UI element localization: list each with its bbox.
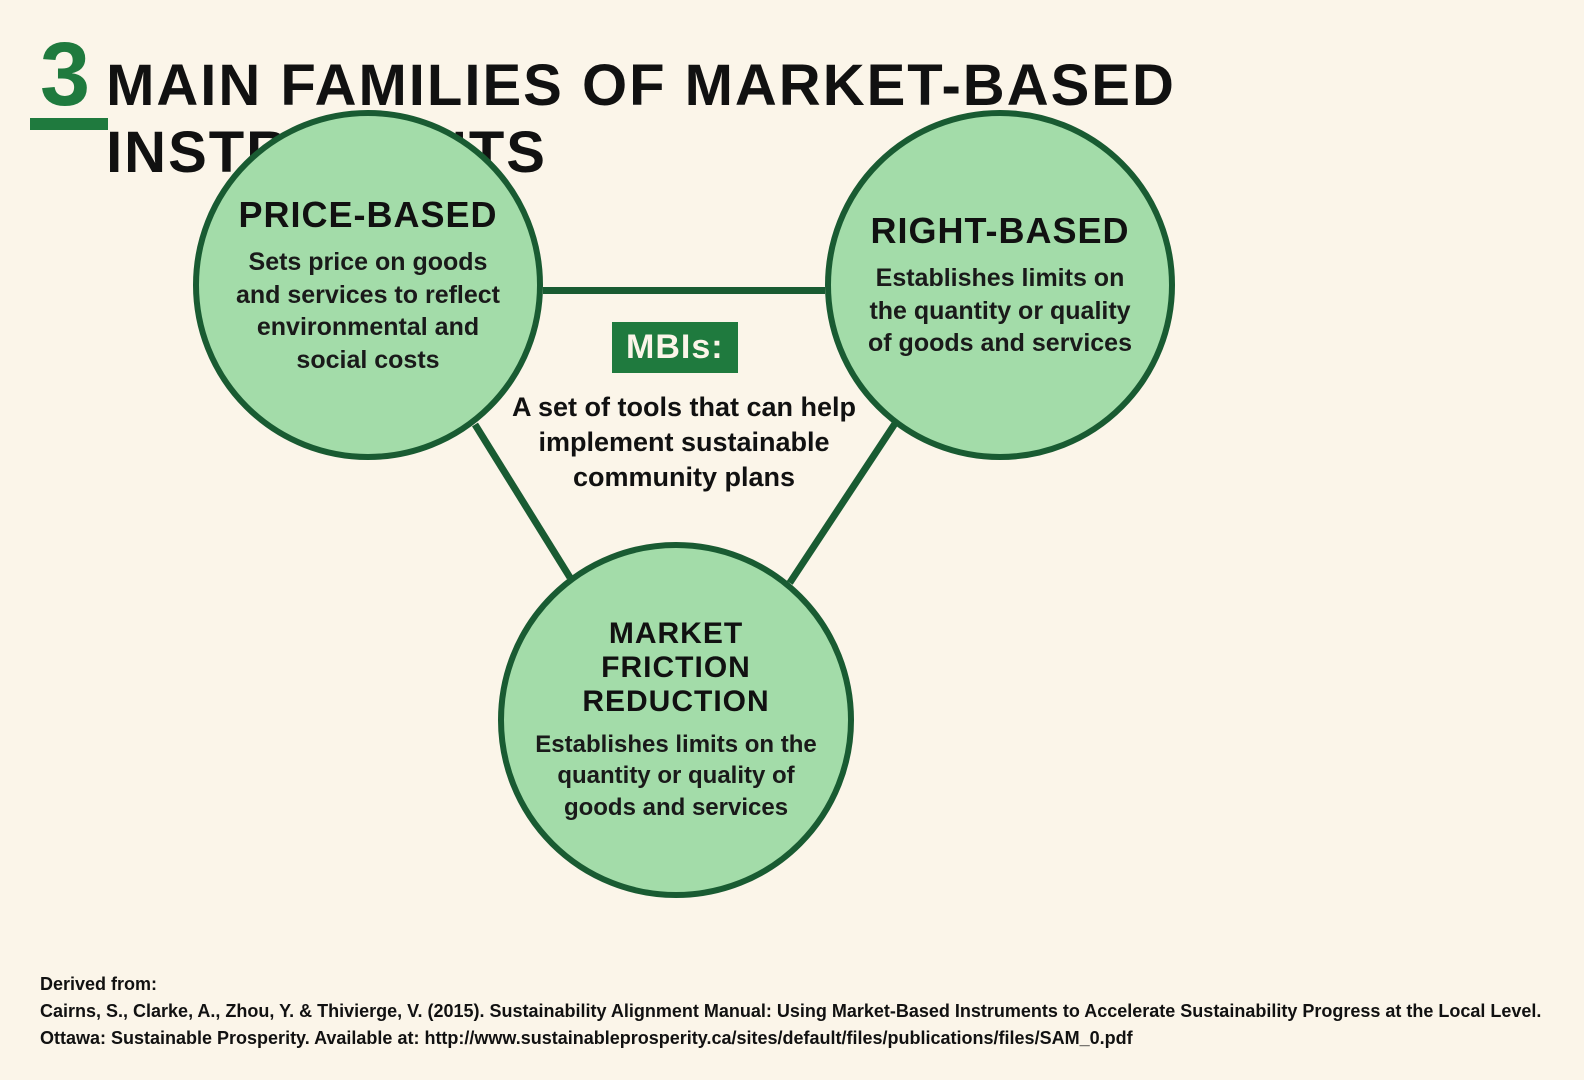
node-body: Sets price on goods and services to refl… — [229, 246, 507, 376]
citation: Derived from: Cairns, S., Clarke, A., Zh… — [40, 971, 1584, 1052]
node-market-friction: MARKET FRICTION REDUCTION Establishes li… — [498, 542, 854, 898]
diagram: PRICE-BASED Sets price on goods and serv… — [0, 130, 1584, 950]
citation-text: Cairns, S., Clarke, A., Zhou, Y. & Thivi… — [40, 998, 1584, 1052]
node-title: RIGHT-BASED — [870, 210, 1129, 252]
edge-top — [543, 287, 825, 294]
header-number: 3 — [40, 30, 88, 120]
header-underline — [30, 118, 108, 130]
center-badge: MBIs: — [612, 322, 738, 373]
node-body: Establishes limits on the quantity or qu… — [861, 262, 1139, 360]
center-description: A set of tools that can help implement s… — [484, 390, 884, 495]
node-body: Establishes limits on the quantity or qu… — [534, 729, 818, 823]
citation-label: Derived from: — [40, 971, 1584, 998]
node-title: PRICE-BASED — [238, 194, 497, 236]
node-title: MARKET FRICTION REDUCTION — [534, 617, 818, 719]
